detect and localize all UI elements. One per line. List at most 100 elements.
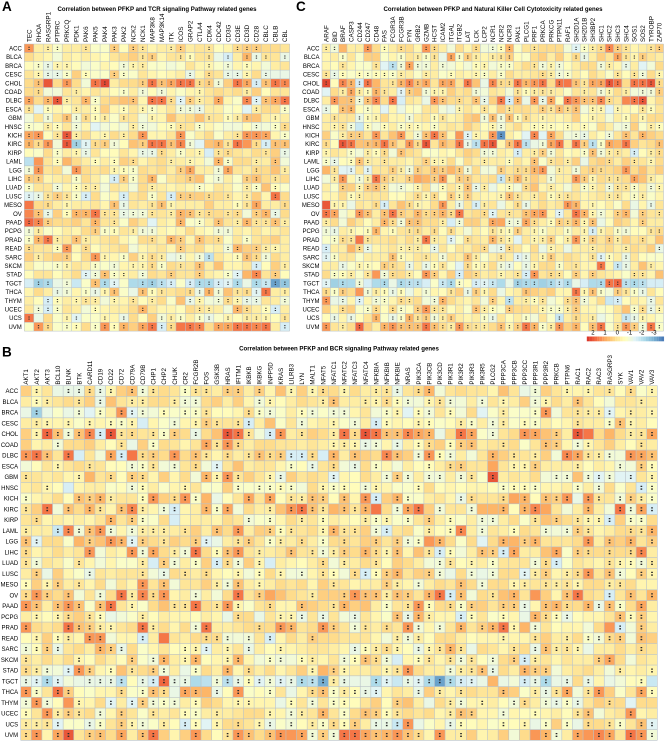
- svg-text:THYM: THYM: [5, 299, 22, 305]
- svg-text:PPP3CA: PPP3CA: [501, 359, 508, 384]
- svg-text:ACC: ACC: [9, 47, 22, 53]
- svg-text:OV: OV: [311, 212, 320, 218]
- svg-text:ZAP70: ZAP70: [657, 22, 664, 42]
- svg-text:NRAS: NRAS: [405, 367, 412, 384]
- svg-text:BLNK: BLNK: [66, 368, 73, 385]
- svg-text:LUSC: LUSC: [6, 194, 23, 200]
- svg-text:LUAD: LUAD: [6, 186, 23, 192]
- svg-text:0: 0: [616, 331, 620, 337]
- svg-text:PPP3R1: PPP3R1: [533, 360, 540, 384]
- svg-text:READ: READ: [303, 247, 320, 253]
- svg-text:CHP2: CHP2: [161, 368, 168, 385]
- svg-text:Correlation between PFKP and N: Correlation between PFKP and Natural Kil…: [384, 6, 604, 13]
- svg-text:NFATC2: NFATC2: [342, 361, 349, 385]
- svg-text:BTK: BTK: [76, 372, 83, 385]
- svg-text:PRKCA: PRKCA: [540, 20, 547, 42]
- svg-text:LCK: LCK: [473, 29, 480, 42]
- svg-text:TGCT: TGCT: [5, 281, 22, 287]
- svg-text:PAK5: PAK5: [93, 26, 100, 42]
- svg-text:A: A: [2, 0, 12, 14]
- svg-text:AKT1: AKT1: [23, 369, 30, 385]
- svg-text:SKCM: SKCM: [1, 658, 18, 664]
- svg-text:LUSC: LUSC: [303, 194, 320, 200]
- svg-text:LGG: LGG: [6, 540, 19, 546]
- svg-text:HNSC: HNSC: [302, 125, 320, 131]
- svg-text:VAV1: VAV1: [628, 369, 635, 384]
- svg-text:NFATC3: NFATC3: [352, 361, 359, 385]
- svg-text:FCGR3A: FCGR3A: [390, 16, 397, 42]
- svg-text:FYN: FYN: [407, 29, 414, 42]
- svg-text:CD244: CD244: [357, 22, 364, 42]
- svg-text:NFATC4: NFATC4: [363, 361, 370, 385]
- svg-text:SYK: SYK: [617, 371, 624, 384]
- svg-text:PAAD: PAAD: [2, 604, 19, 610]
- svg-text:PIK3R2: PIK3R2: [458, 363, 465, 385]
- svg-text:LUAD: LUAD: [2, 561, 19, 567]
- svg-text:ESCA: ESCA: [5, 107, 21, 113]
- svg-text:LAT: LAT: [465, 31, 472, 42]
- svg-text:STAD: STAD: [3, 669, 19, 675]
- svg-text:-2: -2: [639, 331, 645, 337]
- svg-text:OV: OV: [13, 212, 22, 218]
- svg-text:KIRP: KIRP: [8, 151, 22, 157]
- svg-text:SKCM: SKCM: [302, 264, 319, 270]
- svg-text:LIHC: LIHC: [8, 177, 22, 183]
- svg-text:LGG: LGG: [307, 168, 320, 174]
- svg-text:CHUK: CHUK: [172, 366, 179, 384]
- svg-text:SHC2: SHC2: [607, 25, 614, 42]
- svg-text:ESCA: ESCA: [2, 464, 18, 470]
- svg-text:VAV3: VAV3: [649, 369, 656, 384]
- svg-text:PLCG2: PLCG2: [490, 364, 497, 385]
- svg-text:CTLA4: CTLA4: [197, 22, 204, 42]
- svg-text:PAK2: PAK2: [121, 26, 128, 42]
- svg-text:PRAD: PRAD: [2, 626, 19, 632]
- svg-text:LCP2: LCP2: [482, 26, 489, 42]
- svg-text:RHOA: RHOA: [36, 23, 43, 42]
- svg-text:SARC: SARC: [2, 647, 19, 653]
- svg-text:BRAF: BRAF: [340, 25, 347, 42]
- svg-text:PIK3R3: PIK3R3: [469, 363, 476, 385]
- svg-text:SHC1: SHC1: [598, 25, 605, 42]
- svg-text:THCA: THCA: [5, 290, 21, 296]
- svg-text:GRAP2: GRAP2: [187, 20, 194, 42]
- svg-text:PPP3R2: PPP3R2: [543, 360, 550, 384]
- svg-text:KRAS: KRAS: [278, 368, 285, 385]
- svg-text:MAP3K8: MAP3K8: [149, 17, 156, 42]
- svg-text:TGCT: TGCT: [303, 281, 320, 287]
- svg-text:MAP3K14: MAP3K14: [159, 13, 166, 42]
- svg-text:SH3BP2: SH3BP2: [590, 17, 597, 42]
- svg-text:PRKCB: PRKCB: [554, 363, 561, 384]
- svg-text:BLCA: BLCA: [304, 55, 320, 61]
- svg-text:NCR2: NCR2: [498, 24, 505, 42]
- svg-text:SHC3: SHC3: [615, 25, 622, 42]
- svg-text:CDK4: CDK4: [206, 25, 213, 42]
- svg-text:LAML: LAML: [6, 160, 22, 166]
- svg-text:PRF1: PRF1: [532, 25, 539, 42]
- svg-text:PAK1: PAK1: [515, 26, 522, 42]
- svg-text:ESCA: ESCA: [303, 107, 319, 113]
- svg-text:CD28: CD28: [254, 25, 261, 42]
- svg-text:NFKBIB: NFKBIB: [384, 362, 391, 384]
- svg-text:CD79B: CD79B: [140, 365, 147, 385]
- svg-text:NFKBIA: NFKBIA: [373, 361, 380, 384]
- svg-text:CESC: CESC: [2, 421, 19, 427]
- svg-text:CHOL: CHOL: [303, 81, 320, 87]
- svg-text:PRAD: PRAD: [5, 238, 22, 244]
- svg-text:UCEC: UCEC: [1, 712, 19, 718]
- svg-text:RASGRP1: RASGRP1: [45, 11, 52, 42]
- svg-text:CBLB: CBLB: [273, 26, 280, 42]
- svg-text:DLBC: DLBC: [303, 99, 320, 105]
- svg-text:HCST: HCST: [432, 25, 439, 42]
- svg-text:NFAT5: NFAT5: [320, 365, 327, 384]
- svg-text:STAD: STAD: [6, 273, 22, 279]
- svg-text:HRAS: HRAS: [225, 367, 232, 384]
- svg-text:PAK6: PAK6: [83, 26, 90, 42]
- svg-text:GBM: GBM: [8, 116, 22, 122]
- svg-text:COAD: COAD: [1, 443, 19, 449]
- svg-text:PIK3R1: PIK3R1: [448, 363, 455, 385]
- svg-text:SKCM: SKCM: [4, 264, 21, 270]
- svg-text:2: 2: [591, 331, 595, 337]
- svg-text:GSK3B: GSK3B: [214, 364, 221, 385]
- svg-text:ICOS: ICOS: [178, 27, 185, 42]
- svg-text:RAC3: RAC3: [596, 368, 603, 385]
